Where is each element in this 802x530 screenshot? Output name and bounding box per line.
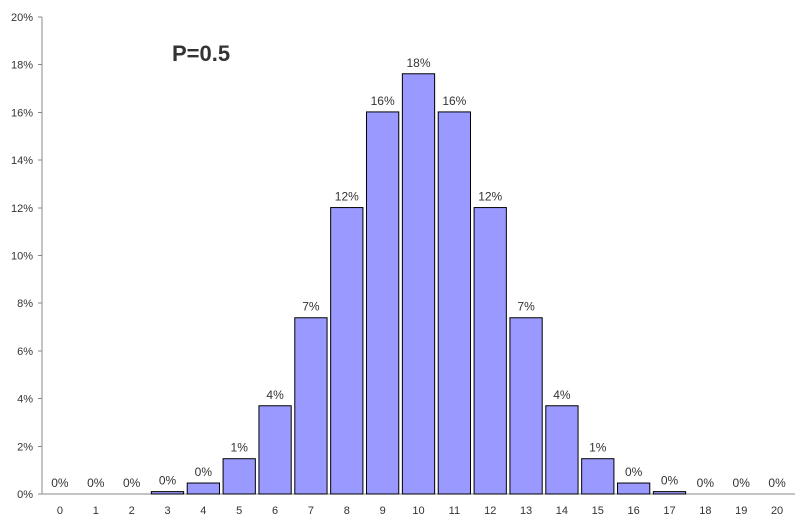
bar-11 (437, 111, 471, 495)
x-tick-label: 1 (93, 505, 99, 517)
data-label-9: 16% (371, 94, 395, 108)
y-tick-label: 16% (11, 107, 33, 119)
y-tick-label: 12% (11, 203, 33, 215)
bar-7 (294, 317, 328, 495)
data-labels: 0% 0% 0% 0% 0% 1% 4% 7% 12% 16% 18% 16% 12% 7% 4% 1% 0% 0… (51, 56, 786, 490)
y-tick-label: 14% (11, 155, 33, 167)
data-label-5: 1% (231, 441, 249, 455)
y-axis: 0% 2% 4% 6% 8% 10% 12% 14% 16% 18% 20% (11, 12, 43, 501)
x-tick-label: 14 (556, 505, 568, 517)
x-tick-label: 11 (449, 505, 460, 517)
x-tick-label: 5 (236, 505, 242, 517)
bars (150, 73, 687, 495)
data-label-18: 0% (697, 476, 715, 490)
x-tick-label: 9 (380, 505, 386, 517)
data-label-7: 7% (302, 300, 320, 314)
x-tick-label: 19 (735, 505, 747, 517)
bar-6 (258, 405, 292, 495)
data-label-0: 0% (51, 476, 69, 490)
x-axis: 0 1 2 3 4 5 6 7 8 9 10 11 12 13 14 15 16 17 18 19 20 (42, 493, 795, 517)
data-label-19: 0% (733, 476, 751, 490)
x-tick-label: 4 (200, 505, 206, 517)
bar-15 (581, 458, 615, 495)
x-tick-label: 13 (520, 505, 532, 517)
chart-title: P=0.5 (172, 41, 230, 66)
y-tick-label: 2% (17, 441, 33, 453)
y-tick-label: 0% (17, 489, 33, 501)
bar-5 (222, 458, 256, 495)
x-tick-label: 17 (663, 505, 675, 517)
x-tick-label: 3 (164, 505, 170, 517)
x-tick-label: 15 (592, 505, 604, 517)
x-tick-label: 6 (272, 505, 278, 517)
x-tick-label: 0 (57, 505, 63, 517)
x-tick-label: 7 (308, 505, 314, 517)
y-tick-label: 6% (17, 346, 33, 358)
bar-10 (401, 73, 436, 495)
data-label-8: 12% (335, 190, 359, 204)
bar-3 (150, 491, 185, 495)
bar-4 (186, 482, 220, 495)
y-tick-label: 4% (17, 394, 33, 406)
data-label-16: 0% (625, 465, 643, 479)
data-label-20: 0% (768, 476, 786, 490)
data-label-17: 0% (661, 474, 679, 488)
bar-14 (545, 405, 579, 495)
x-tick-label: 10 (412, 505, 424, 517)
data-label-11: 16% (442, 94, 466, 108)
bar-12 (473, 207, 507, 495)
y-tick-label: 20% (11, 12, 33, 24)
data-label-3: 0% (159, 474, 177, 488)
data-label-10: 18% (406, 56, 430, 70)
data-label-14: 4% (553, 388, 571, 402)
x-tick-label: 8 (344, 505, 350, 517)
x-tick-label: 20 (771, 505, 783, 517)
bar-8 (330, 207, 364, 495)
data-label-13: 7% (517, 300, 535, 314)
data-label-2: 0% (123, 476, 141, 490)
bar-13 (509, 317, 543, 495)
x-tick-label: 2 (129, 505, 135, 517)
x-tick-label: 18 (699, 505, 711, 517)
data-label-12: 12% (478, 190, 502, 204)
bar-17 (652, 491, 687, 495)
x-tick-label: 16 (628, 505, 640, 517)
data-label-1: 0% (87, 476, 105, 490)
y-tick-label: 10% (11, 251, 33, 263)
data-label-6: 4% (266, 388, 284, 402)
x-tick-label: 12 (484, 505, 496, 517)
data-label-4: 0% (195, 465, 213, 479)
y-tick-label: 8% (17, 298, 33, 310)
bar-16 (617, 482, 651, 495)
bar-9 (366, 111, 400, 495)
data-label-15: 1% (589, 441, 607, 455)
y-tick-label: 18% (11, 60, 33, 72)
